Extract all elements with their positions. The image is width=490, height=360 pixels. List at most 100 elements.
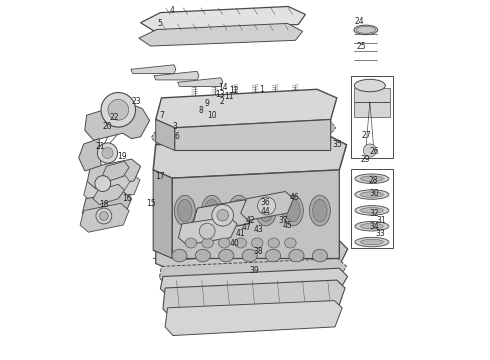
Text: 42: 42: [245, 216, 255, 225]
Ellipse shape: [205, 199, 219, 222]
Text: 9: 9: [205, 99, 210, 108]
Text: 5: 5: [158, 19, 163, 28]
Polygon shape: [175, 120, 331, 150]
Polygon shape: [178, 78, 222, 86]
Polygon shape: [106, 176, 130, 195]
Ellipse shape: [212, 100, 218, 104]
Text: 25: 25: [356, 42, 366, 51]
Text: 20: 20: [103, 122, 112, 131]
Text: 19: 19: [117, 152, 127, 161]
Polygon shape: [156, 120, 175, 150]
Ellipse shape: [268, 238, 280, 248]
Polygon shape: [178, 228, 302, 259]
Text: 6: 6: [174, 132, 179, 141]
Polygon shape: [156, 89, 337, 128]
Polygon shape: [163, 280, 345, 318]
Text: 1: 1: [259, 85, 264, 94]
Ellipse shape: [255, 195, 276, 226]
Polygon shape: [87, 159, 141, 189]
Text: 40: 40: [229, 239, 239, 248]
Ellipse shape: [361, 176, 383, 181]
Text: 12: 12: [229, 86, 238, 95]
Ellipse shape: [354, 79, 385, 92]
Ellipse shape: [196, 249, 210, 262]
Text: 8: 8: [199, 106, 203, 115]
Text: 39: 39: [249, 266, 259, 275]
Circle shape: [199, 223, 215, 239]
Polygon shape: [159, 258, 346, 286]
Text: 4: 4: [170, 6, 175, 15]
Polygon shape: [151, 120, 336, 146]
Ellipse shape: [235, 238, 246, 248]
Ellipse shape: [285, 238, 296, 248]
Ellipse shape: [361, 192, 383, 197]
Ellipse shape: [192, 100, 198, 104]
Ellipse shape: [229, 129, 239, 137]
Polygon shape: [153, 170, 172, 258]
Text: 15: 15: [147, 199, 156, 208]
Text: 28: 28: [368, 176, 378, 185]
Ellipse shape: [312, 249, 327, 262]
Polygon shape: [139, 23, 303, 46]
Polygon shape: [160, 268, 347, 297]
Ellipse shape: [313, 199, 327, 222]
Ellipse shape: [254, 140, 265, 148]
Polygon shape: [82, 192, 132, 220]
Ellipse shape: [251, 238, 263, 248]
Text: 32: 32: [369, 209, 379, 217]
Ellipse shape: [232, 199, 246, 222]
Polygon shape: [131, 65, 176, 73]
Ellipse shape: [185, 238, 197, 248]
Polygon shape: [154, 71, 199, 80]
Text: 41: 41: [236, 229, 245, 238]
Ellipse shape: [286, 199, 300, 222]
Circle shape: [98, 143, 118, 163]
Text: 46: 46: [290, 193, 299, 202]
Text: 3: 3: [172, 122, 177, 131]
Polygon shape: [241, 192, 294, 220]
Circle shape: [108, 99, 129, 120]
Ellipse shape: [219, 249, 234, 262]
Ellipse shape: [354, 25, 378, 35]
Ellipse shape: [355, 237, 389, 247]
Ellipse shape: [282, 195, 303, 226]
Circle shape: [99, 212, 108, 220]
Text: 22: 22: [110, 112, 120, 122]
Polygon shape: [165, 301, 342, 336]
Polygon shape: [153, 136, 346, 178]
Text: 30: 30: [369, 189, 379, 198]
Circle shape: [96, 208, 112, 224]
Text: 43: 43: [254, 225, 264, 234]
Text: 44: 44: [261, 207, 271, 216]
Ellipse shape: [361, 208, 383, 213]
Ellipse shape: [219, 238, 230, 248]
Ellipse shape: [292, 100, 298, 104]
Polygon shape: [193, 200, 255, 231]
Polygon shape: [178, 217, 237, 245]
Text: 10: 10: [207, 111, 217, 120]
Ellipse shape: [252, 100, 258, 104]
Text: 13: 13: [215, 90, 224, 99]
Ellipse shape: [232, 100, 238, 104]
Ellipse shape: [310, 195, 330, 226]
Text: 45: 45: [283, 220, 293, 230]
Ellipse shape: [202, 238, 213, 248]
Polygon shape: [354, 88, 390, 117]
Text: 27: 27: [362, 131, 371, 140]
Ellipse shape: [272, 100, 278, 104]
Ellipse shape: [201, 195, 222, 226]
Ellipse shape: [361, 224, 383, 229]
Ellipse shape: [280, 129, 290, 137]
Text: 24: 24: [355, 17, 364, 26]
Ellipse shape: [266, 249, 281, 262]
Circle shape: [102, 148, 113, 158]
Text: 23: 23: [131, 97, 141, 106]
Ellipse shape: [355, 174, 389, 184]
Polygon shape: [103, 161, 129, 181]
Text: 33: 33: [375, 229, 385, 238]
Text: 34: 34: [369, 222, 379, 231]
Text: 38: 38: [254, 247, 264, 256]
Ellipse shape: [355, 221, 389, 231]
Polygon shape: [172, 170, 339, 258]
Polygon shape: [85, 103, 149, 140]
